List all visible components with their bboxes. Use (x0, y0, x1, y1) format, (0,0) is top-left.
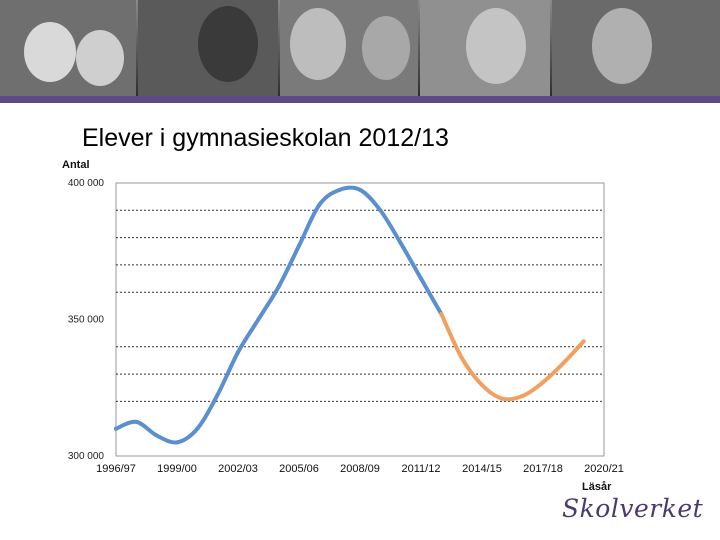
data-point (378, 208, 383, 213)
skolverket-logo: Skolverket (562, 494, 704, 523)
portrait-man-photo (420, 0, 550, 96)
y-tick-label: 300 000 (68, 451, 105, 462)
portrait-children-photo (0, 0, 136, 96)
x-tick-label: 2011/12 (402, 463, 441, 475)
data-point (175, 440, 179, 445)
data-point (195, 426, 200, 431)
y-tick-label: 400 000 (68, 178, 105, 189)
data-point (297, 243, 301, 248)
data-point (419, 276, 423, 281)
portrait-boy-photo (138, 0, 278, 96)
data-point (561, 361, 566, 366)
data-point (439, 312, 444, 317)
x-tick-label: 1999/00 (157, 463, 197, 475)
data-point (134, 419, 139, 424)
series-line-forecast (439, 312, 586, 402)
y-axis-label: Antal (62, 159, 90, 171)
x-axis-label: Läsår (582, 481, 612, 490)
data-point (541, 380, 545, 385)
data-point (215, 392, 220, 397)
data-point (459, 355, 464, 360)
student-portraits-photo-strip (0, 0, 720, 96)
data-point (114, 426, 118, 431)
portrait-woman-photo (552, 0, 720, 96)
portrait-girl-photo (280, 0, 418, 96)
accent-bar (0, 96, 720, 103)
y-tick-label: 350 000 (68, 315, 105, 326)
x-tick-label: 1996/97 (96, 463, 136, 475)
data-point (398, 241, 403, 246)
line-chart: 300 000 350 000 400 000 1996/97 1999/00 2002/… (62, 159, 624, 490)
x-tick-label: 2020/21 (584, 463, 624, 475)
data-point (358, 187, 362, 192)
x-tick-label: 2002/03 (218, 463, 258, 475)
x-tick-label: 2017/18 (523, 463, 563, 475)
x-tick-label: 2014/15 (462, 463, 502, 475)
x-tick-label: 2005/06 (279, 463, 319, 475)
plot-area (115, 182, 605, 457)
x-tick-label: 2008/09 (340, 463, 380, 475)
data-point (520, 393, 525, 398)
data-point (317, 202, 322, 207)
data-point (236, 350, 240, 355)
data-point (581, 339, 586, 344)
data-point (337, 187, 342, 192)
slide-title: Elever i gymnasieskolan 2012/13 (82, 124, 449, 152)
data-point (154, 433, 159, 438)
data-point (480, 383, 484, 388)
data-point (500, 396, 505, 401)
data-point (276, 284, 281, 289)
data-point (256, 317, 261, 322)
